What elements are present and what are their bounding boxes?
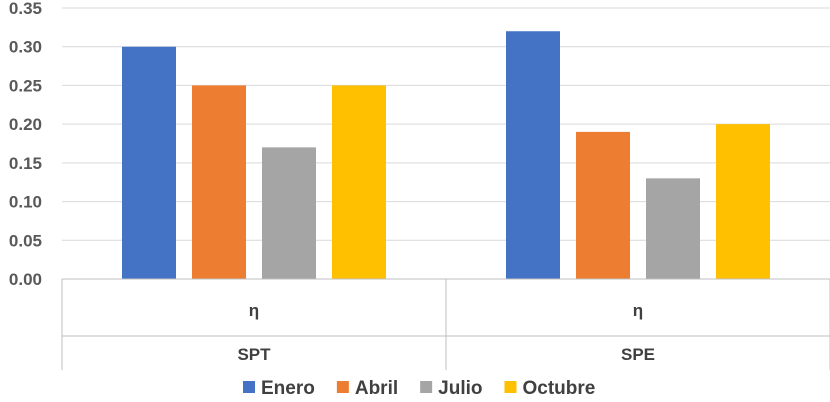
bar <box>506 31 560 279</box>
y-tick-label: 0.05 <box>9 231 42 250</box>
bar <box>716 124 770 280</box>
legend-label: Enero <box>261 378 315 399</box>
legend: Enero Abril Julio Octubre <box>243 378 595 399</box>
legend-swatch <box>504 381 517 393</box>
bar <box>192 85 246 279</box>
x-sublabel: η <box>633 301 643 320</box>
x-category-label: SPT <box>237 345 271 364</box>
legend-swatch <box>420 381 433 393</box>
bar <box>332 85 386 279</box>
legend-label: Octubre <box>522 378 595 399</box>
x-sublabel: η <box>249 301 259 320</box>
y-tick-label: 0.25 <box>9 76 42 95</box>
y-tick-label: 0.00 <box>9 270 42 289</box>
y-tick-label: 0.15 <box>9 154 42 173</box>
x-category-label: SPE <box>621 345 655 364</box>
y-tick-label: 0.10 <box>9 193 42 212</box>
legend-swatch <box>243 381 255 393</box>
bar <box>646 178 700 279</box>
x-axis: η SPT η SPE <box>61 278 830 370</box>
bar <box>262 147 316 279</box>
legend-label: Abril <box>355 378 398 399</box>
y-axis: 0.00 0.05 0.10 0.15 0.20 0.25 0.30 0.35 <box>9 0 42 289</box>
bar <box>122 46 176 279</box>
y-tick-label: 0.20 <box>9 115 42 134</box>
gridlines <box>62 7 830 241</box>
legend-swatch <box>336 381 349 393</box>
legend-label: Julio <box>438 378 482 399</box>
bars <box>122 31 770 280</box>
y-tick-label: 0.35 <box>9 0 42 18</box>
bar <box>576 131 630 279</box>
y-tick-label: 0.30 <box>9 38 42 57</box>
